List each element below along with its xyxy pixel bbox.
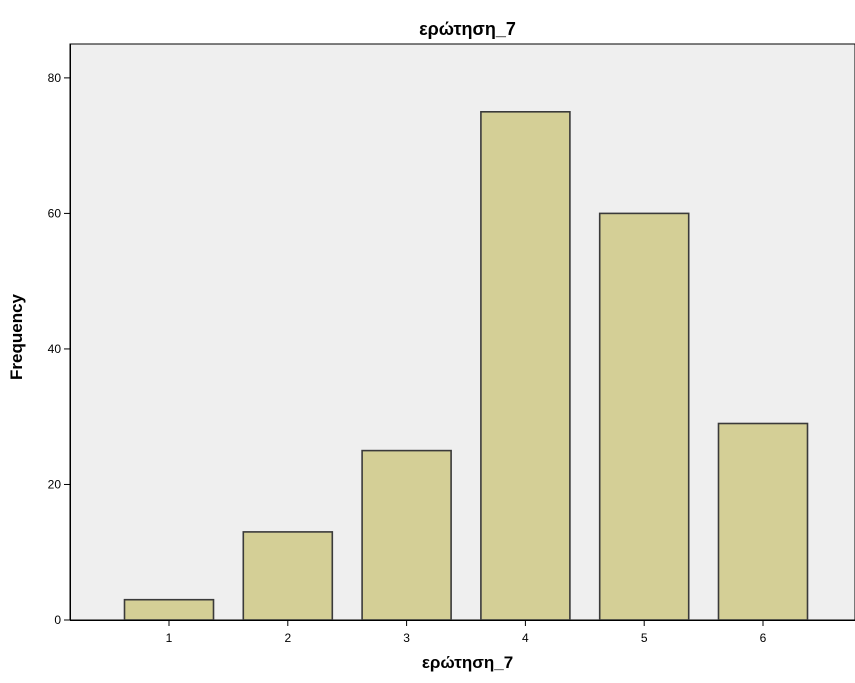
x-tick-label-4: 4 bbox=[522, 631, 529, 645]
bar-2 bbox=[242, 531, 334, 621]
bar-1 bbox=[123, 598, 215, 621]
x-tick-label-3: 3 bbox=[403, 631, 410, 645]
bar-3 bbox=[361, 449, 452, 621]
y-tick-label-60: 60 bbox=[48, 206, 62, 220]
bar-5 bbox=[598, 212, 690, 621]
bar-6 bbox=[717, 422, 809, 621]
bar-4 bbox=[480, 111, 571, 621]
x-ticks-layer: 1 2 3 4 5 6 bbox=[166, 620, 767, 645]
chart-title: ερώτηση_7 bbox=[419, 19, 516, 39]
y-tick-label-0: 0 bbox=[54, 613, 61, 627]
y-tick-label-80: 80 bbox=[48, 71, 62, 85]
x-tick-label-5: 5 bbox=[641, 631, 648, 645]
y-ticks-layer: 0 20 40 60 80 bbox=[48, 71, 70, 627]
x-tick-label-6: 6 bbox=[760, 631, 767, 645]
y-tick-label-40: 40 bbox=[48, 342, 62, 356]
x-tick-label-1: 1 bbox=[166, 631, 173, 645]
y-tick-label-20: 20 bbox=[48, 477, 62, 491]
x-tick-label-2: 2 bbox=[284, 631, 291, 645]
bars-layer bbox=[123, 111, 809, 621]
x-axis-title: ερώτηση_7 bbox=[422, 653, 513, 672]
y-axis-title: Frequency bbox=[7, 293, 26, 380]
